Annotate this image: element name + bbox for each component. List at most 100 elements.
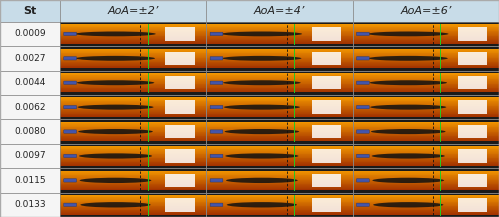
Bar	[353, 196, 499, 197]
Bar	[353, 181, 499, 182]
Bar	[206, 145, 353, 146]
Bar	[60, 164, 206, 165]
Bar	[353, 134, 499, 135]
Bar	[60, 59, 206, 60]
Bar	[60, 84, 206, 85]
Bar	[206, 175, 353, 176]
Bar	[60, 102, 206, 103]
Bar	[353, 106, 499, 107]
Bar	[60, 60, 206, 61]
Bar	[353, 184, 499, 185]
Bar	[60, 207, 206, 208]
Bar	[206, 112, 353, 113]
Bar	[353, 71, 499, 95]
FancyBboxPatch shape	[64, 203, 76, 207]
Bar	[60, 183, 206, 184]
Bar	[206, 38, 353, 39]
Bar	[206, 117, 353, 118]
FancyBboxPatch shape	[210, 57, 223, 60]
Bar	[353, 66, 499, 67]
Bar	[206, 121, 353, 122]
Bar	[206, 189, 353, 190]
FancyBboxPatch shape	[356, 81, 369, 84]
Bar	[60, 96, 206, 97]
Bar	[206, 110, 353, 111]
Bar	[206, 29, 353, 30]
Bar	[206, 108, 353, 109]
Bar	[60, 36, 206, 37]
Bar	[60, 146, 206, 147]
Ellipse shape	[372, 153, 445, 159]
Bar	[353, 85, 499, 86]
Bar	[60, 147, 206, 148]
Bar	[206, 149, 353, 150]
Bar	[353, 70, 499, 71]
Bar	[206, 78, 353, 79]
Bar	[206, 201, 353, 202]
Bar	[60, 104, 206, 105]
Bar	[60, 89, 206, 90]
FancyBboxPatch shape	[64, 81, 76, 84]
Bar	[206, 27, 353, 28]
Ellipse shape	[226, 178, 298, 183]
Bar	[60, 174, 206, 175]
Bar	[60, 196, 206, 197]
Bar	[60, 37, 206, 38]
Bar	[206, 152, 353, 153]
Bar	[353, 40, 499, 41]
Bar	[60, 200, 206, 201]
Bar	[353, 193, 499, 217]
Bar	[353, 157, 499, 158]
Bar	[60, 46, 206, 47]
Bar	[206, 93, 353, 94]
FancyBboxPatch shape	[64, 105, 76, 109]
Bar	[353, 177, 499, 178]
Bar	[206, 40, 353, 41]
Bar	[60, 210, 206, 211]
Bar	[353, 161, 499, 162]
Bar	[206, 68, 353, 69]
Bar	[60, 121, 206, 122]
Bar	[353, 89, 499, 90]
Bar	[353, 42, 499, 43]
Bar	[60, 198, 206, 199]
Bar	[60, 153, 206, 154]
Bar	[60, 66, 206, 67]
Bar	[60, 46, 206, 49]
Bar	[60, 167, 206, 168]
Bar	[60, 73, 206, 74]
Bar	[353, 72, 499, 73]
Bar	[60, 87, 206, 88]
Bar	[60, 35, 206, 36]
Bar	[60, 71, 206, 72]
Text: 0.0115: 0.0115	[14, 176, 46, 185]
Bar	[353, 0, 499, 22]
Text: St: St	[23, 6, 36, 16]
Bar	[60, 106, 206, 107]
Bar	[312, 27, 341, 41]
Bar	[353, 51, 499, 52]
Bar	[353, 71, 499, 72]
Text: 0.0097: 0.0097	[14, 151, 46, 160]
Bar	[60, 166, 206, 168]
Bar	[353, 117, 499, 119]
Bar	[60, 117, 206, 118]
Bar	[206, 170, 353, 171]
Bar	[353, 53, 499, 54]
Ellipse shape	[225, 129, 299, 134]
Bar	[353, 48, 499, 49]
Bar	[206, 208, 353, 209]
Bar	[60, 163, 206, 164]
Text: 0.0027: 0.0027	[14, 54, 46, 63]
Bar	[206, 168, 353, 193]
Ellipse shape	[370, 105, 446, 110]
Bar	[60, 130, 206, 131]
Bar	[458, 27, 488, 41]
Bar	[60, 186, 206, 187]
Ellipse shape	[75, 31, 156, 36]
Bar	[60, 77, 206, 78]
Bar	[353, 148, 499, 149]
Bar	[353, 74, 499, 75]
Bar	[60, 90, 206, 91]
Bar	[353, 139, 499, 140]
